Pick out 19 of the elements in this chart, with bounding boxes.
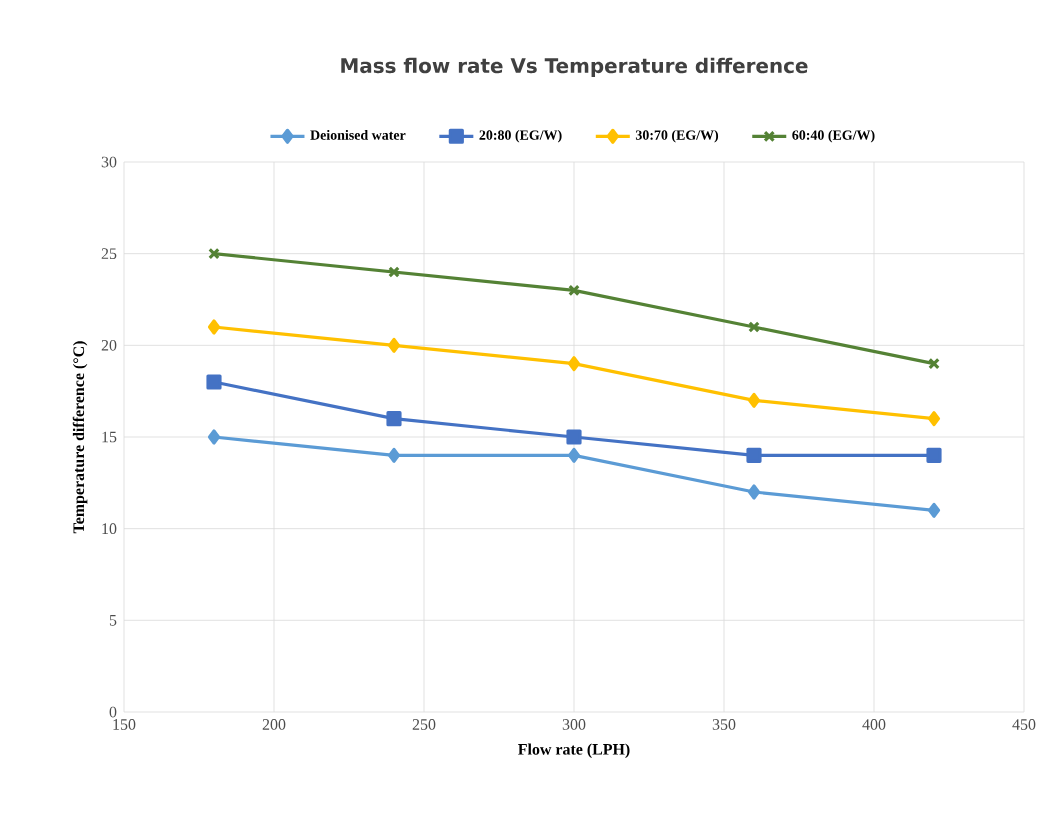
point — [386, 411, 402, 427]
point — [927, 411, 941, 427]
point — [566, 429, 582, 445]
point — [387, 337, 401, 353]
chart-title: Mass flow rate Vs Temperature difference — [341, 57, 808, 78]
point — [206, 374, 222, 390]
point — [748, 321, 760, 333]
point — [387, 447, 401, 463]
point — [567, 356, 581, 372]
point — [388, 266, 400, 278]
point — [926, 447, 942, 463]
point — [568, 284, 580, 297]
point — [567, 447, 581, 463]
point — [207, 319, 221, 335]
point — [747, 484, 761, 500]
point — [927, 502, 941, 518]
point — [746, 447, 762, 463]
point — [207, 429, 221, 445]
point — [747, 392, 761, 408]
